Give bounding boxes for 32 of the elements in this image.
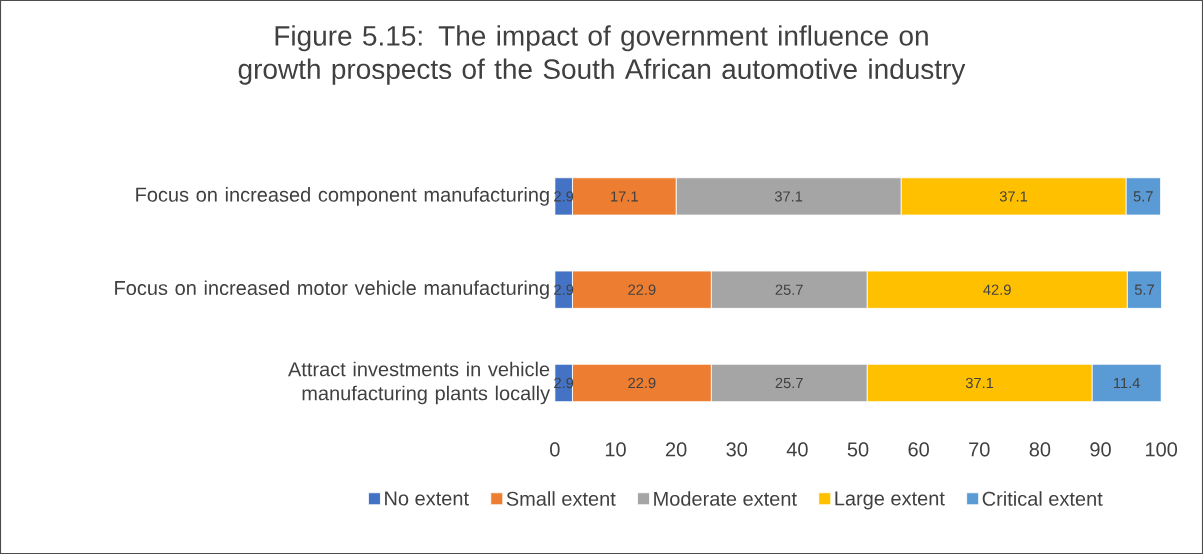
y-tick-label: Attract investments in vehicle manufacturing plants locally [288,361,551,405]
x-tick-label: 100 [1146,442,1178,457]
chart-title: Figure 5.15: The impact of government influence on growth prospects of the South African automotive industry [238,25,966,85]
x-tick-label: 40 [786,442,808,457]
x-tick-label: 30 [726,442,748,457]
x-tick-label: 70 [969,442,990,457]
x-tick-label: 20 [666,442,687,457]
data-label: 37.1 [774,191,803,202]
data-label: 42.9 [983,284,1011,295]
data-label: 25.7 [775,377,803,389]
x-tick-label: 60 [908,442,929,457]
x-tick-label: 0 [550,442,560,457]
legend-label: Moderate extent [654,491,797,506]
y-tick-label: Focus on increased motor vehicle manufacturing [115,280,549,299]
legend-label: Small extent [506,491,616,506]
legend-label: Critical extent [982,491,1103,506]
data-label: 22.9 [628,284,656,295]
legend-label: Large extent [835,491,945,510]
data-label: 37.1 [999,191,1028,202]
x-tick-label: 80 [1029,442,1051,457]
data-label: 11.4 [1113,377,1140,388]
x-tick-label: 10 [605,442,626,457]
data-label: 25.7 [775,284,803,295]
data-label: 17.1 [611,191,638,202]
data-label: 5.7 [1134,284,1154,295]
data-label: 5.7 [1133,191,1153,202]
data-label: 22.9 [628,377,656,389]
legend-label: No extent [385,491,469,506]
y-tick-label: Focus on increased component manufacturing [136,187,549,206]
x-tick-label: 50 [847,442,869,457]
x-tick-label: 90 [1090,442,1111,457]
data-label: 37.1 [965,377,994,389]
